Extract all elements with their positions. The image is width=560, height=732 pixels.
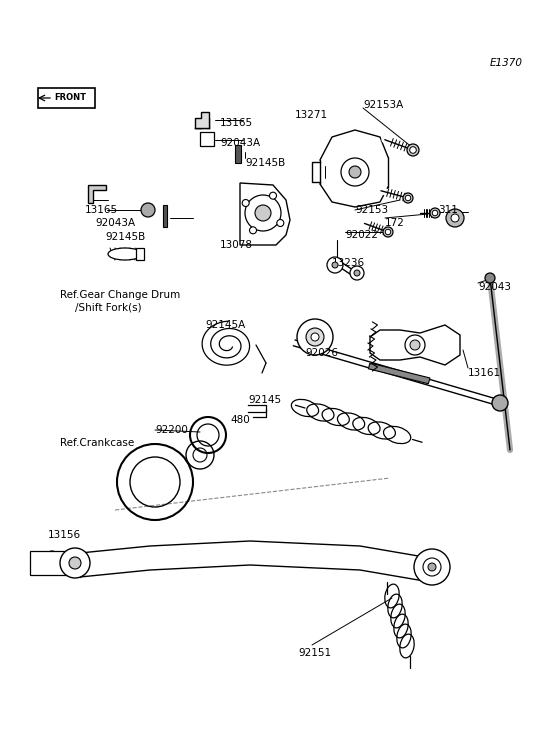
Text: 92145A: 92145A	[205, 320, 245, 330]
Text: Ref.Gear Change Drum: Ref.Gear Change Drum	[60, 290, 180, 300]
Circle shape	[255, 205, 271, 221]
Polygon shape	[240, 183, 290, 245]
Circle shape	[485, 273, 495, 283]
Ellipse shape	[108, 248, 142, 260]
Text: 13271: 13271	[295, 110, 328, 120]
Bar	[30, 551, 75, 575]
Text: 92145: 92145	[248, 395, 281, 405]
Circle shape	[350, 266, 364, 280]
Text: 13236: 13236	[332, 258, 365, 268]
Polygon shape	[88, 185, 106, 203]
Text: 311: 311	[438, 205, 458, 215]
Bar	[38, 88, 95, 108]
Text: Ref.Crankcase: Ref.Crankcase	[60, 438, 134, 448]
Text: 13156: 13156	[48, 530, 81, 540]
Circle shape	[410, 146, 416, 153]
Polygon shape	[370, 325, 460, 365]
Text: /Shift Fork(s): /Shift Fork(s)	[75, 302, 142, 312]
Text: 92145B: 92145B	[245, 158, 285, 168]
Polygon shape	[195, 112, 209, 128]
Circle shape	[69, 557, 81, 569]
Circle shape	[332, 262, 338, 268]
Circle shape	[423, 558, 441, 576]
Circle shape	[250, 227, 256, 234]
Text: 92043A: 92043A	[95, 218, 135, 228]
Circle shape	[327, 257, 343, 273]
Circle shape	[432, 210, 438, 216]
Circle shape	[60, 548, 90, 578]
Text: 480: 480	[230, 415, 250, 425]
Text: 92026: 92026	[305, 348, 338, 358]
Circle shape	[414, 549, 450, 585]
Circle shape	[245, 195, 281, 231]
Circle shape	[341, 158, 369, 186]
Polygon shape	[163, 205, 167, 227]
Text: 92145B: 92145B	[105, 232, 145, 242]
Circle shape	[403, 193, 413, 203]
Text: 92043A: 92043A	[220, 138, 260, 148]
Circle shape	[407, 144, 419, 156]
Circle shape	[242, 200, 249, 206]
Text: 172: 172	[385, 218, 405, 228]
Text: 92043: 92043	[478, 282, 511, 292]
Circle shape	[306, 328, 324, 346]
Text: FRONT: FRONT	[54, 94, 86, 102]
Text: 13165: 13165	[220, 118, 253, 128]
Circle shape	[383, 227, 393, 237]
Circle shape	[451, 214, 459, 222]
Text: 92153: 92153	[355, 205, 388, 215]
Polygon shape	[235, 145, 241, 163]
Text: 92151: 92151	[298, 648, 331, 658]
Circle shape	[446, 209, 464, 227]
Circle shape	[428, 563, 436, 571]
Circle shape	[349, 166, 361, 178]
Text: 13165: 13165	[85, 205, 118, 215]
Circle shape	[311, 333, 319, 341]
Text: E1370: E1370	[490, 58, 523, 68]
Bar	[136, 248, 144, 260]
Circle shape	[385, 229, 391, 235]
Circle shape	[297, 319, 333, 355]
Circle shape	[410, 340, 420, 350]
Text: 92200: 92200	[155, 425, 188, 435]
Circle shape	[430, 208, 440, 218]
Bar	[200, 132, 214, 146]
Circle shape	[269, 193, 277, 199]
Circle shape	[354, 270, 360, 276]
Text: 92153A: 92153A	[363, 100, 403, 110]
Ellipse shape	[44, 551, 60, 575]
Circle shape	[492, 395, 508, 411]
Text: 13161: 13161	[468, 368, 501, 378]
Text: 13078: 13078	[220, 240, 253, 250]
Text: 92022: 92022	[345, 230, 378, 240]
Circle shape	[405, 335, 425, 355]
Circle shape	[141, 203, 155, 217]
Circle shape	[405, 195, 410, 201]
Circle shape	[277, 220, 284, 226]
Polygon shape	[368, 363, 430, 384]
